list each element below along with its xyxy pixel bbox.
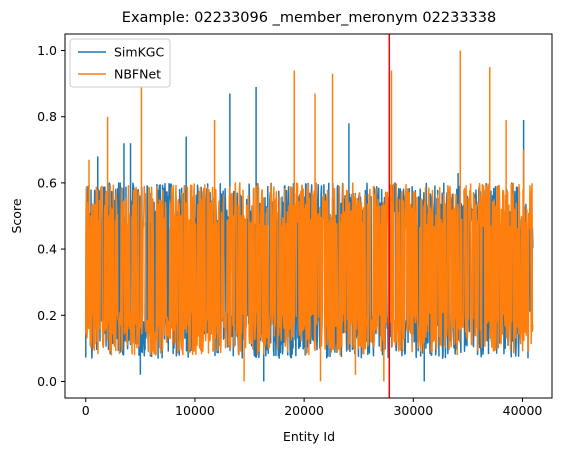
legend-label-nbfnet: NBFNet [114, 67, 161, 82]
legend: SimKGC NBFNet [69, 38, 171, 88]
legend-label-simkgc: SimKGC [114, 45, 164, 60]
y-tick-label: 0.0 [37, 374, 57, 389]
x-tick-label: 20000 [284, 403, 324, 418]
y-tick-label: 0.2 [37, 308, 57, 323]
plot-area [85, 34, 534, 398]
y-tick-label: 0.8 [37, 109, 57, 124]
x-tick-label: 30000 [393, 403, 433, 418]
x-tick-label: 40000 [503, 403, 543, 418]
plot-frame [64, 33, 553, 399]
y-axis: 0.0 0.2 0.4 0.6 0.8 1.0 [37, 43, 65, 389]
x-tick-label: 0 [82, 403, 90, 418]
y-tick-label: 0.4 [37, 242, 57, 257]
legend-box [69, 38, 171, 88]
y-axis-label: Score [9, 198, 24, 233]
y-tick-label: 0.6 [37, 175, 57, 190]
chart-title: Example: 02233096 _member_meronym 022333… [122, 10, 496, 26]
y-tick-label: 1.0 [37, 43, 57, 58]
x-tick-label: 10000 [175, 403, 215, 418]
x-axis: 0 10000 20000 30000 40000 [82, 398, 543, 418]
x-axis-label: Entity Id [283, 429, 335, 444]
series-nbfnet [85, 50, 534, 382]
series-line-nbfnet [85, 182, 534, 356]
